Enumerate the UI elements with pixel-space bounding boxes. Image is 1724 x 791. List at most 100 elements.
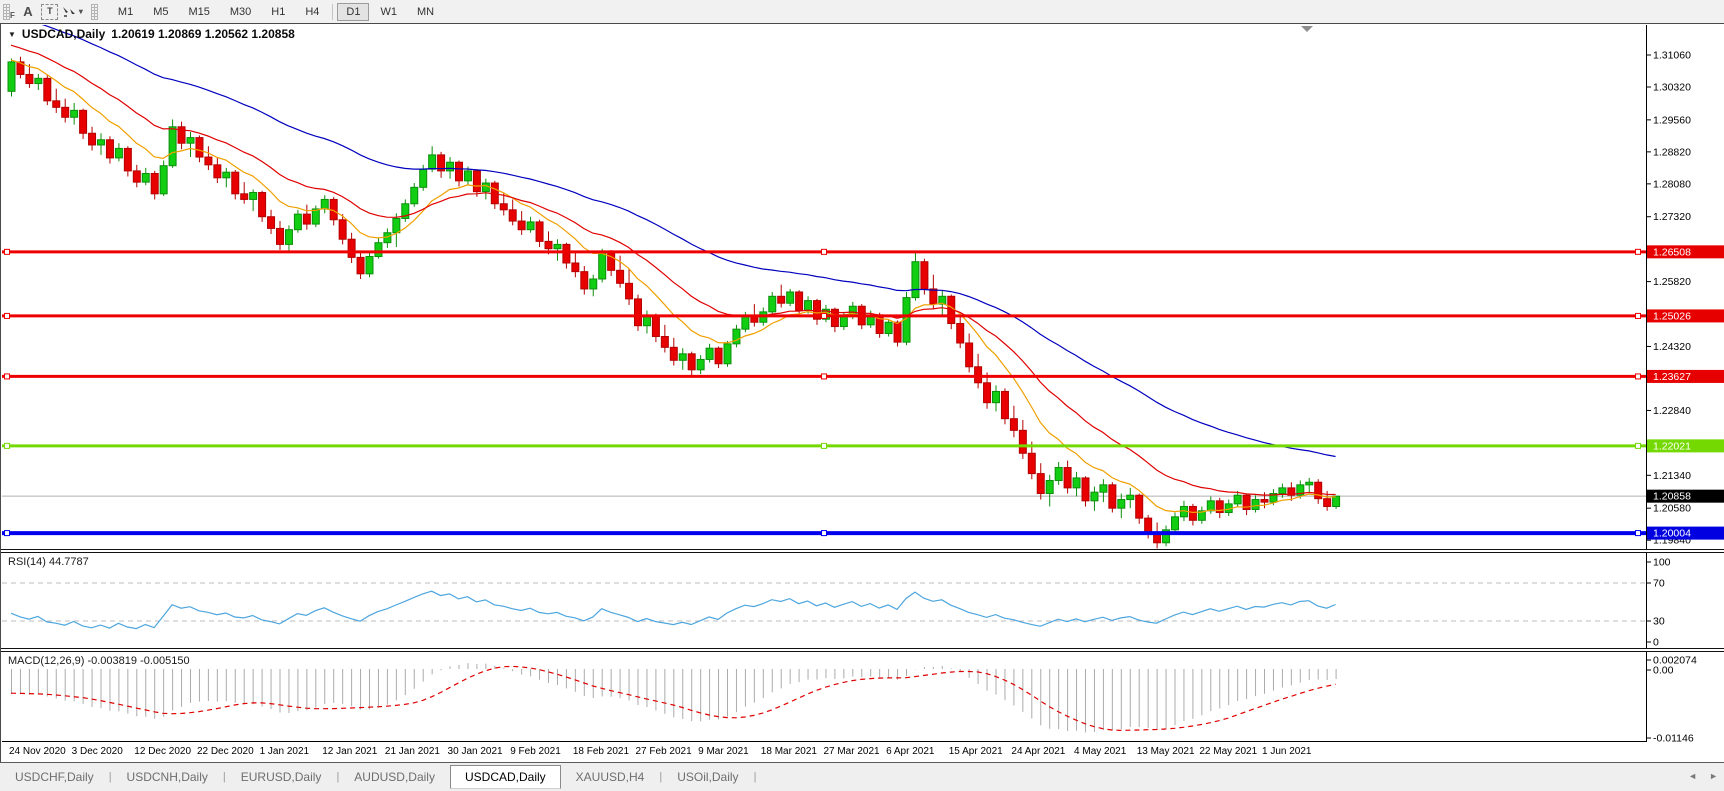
price-tag-1.26508 [1647, 245, 1724, 259]
date-label: 22 Dec 2020 [196, 746, 254, 757]
hline-handle[interactable] [821, 248, 827, 255]
price-tag-label: 1.20858 [1653, 491, 1691, 503]
date-label: 15 Apr 2021 [948, 746, 1003, 757]
timeframe-button-mn[interactable]: MN [416, 5, 435, 18]
price-tick-label: 1.25820 [1653, 276, 1691, 288]
chart-symbol-label: USDCAD,Daily [21, 27, 106, 41]
price-tick-label: 1.28080 [1653, 178, 1691, 190]
date-label: 4 May 2021 [1074, 746, 1127, 757]
chart-tab-usoil[interactable]: USOil,Daily [677, 770, 739, 784]
date-label: 9 Mar 2021 [698, 746, 749, 757]
hline-handle[interactable] [821, 373, 827, 380]
date-label: 1 Jun 2021 [1262, 746, 1312, 757]
rsi-pane[interactable]: 100 70 30 0 [1, 553, 1724, 649]
chart-tab-usdcad[interactable]: USDCAD,Daily [449, 764, 561, 789]
tab-separator: | [222, 771, 226, 783]
hline-handle[interactable] [4, 248, 10, 255]
candlesticks [7, 56, 1341, 549]
date-label: 22 May 2021 [1199, 746, 1258, 757]
date-label: 12 Dec 2020 [134, 746, 192, 757]
tabs-container: USDCHF,Daily | USDCNH,Daily | EURUSD,Daily | A… [0, 764, 756, 789]
macd-histogram [11, 663, 1337, 733]
toolbar-grip-2[interactable] [90, 3, 98, 20]
price-tick-label: 1.27320 [1653, 211, 1691, 223]
price-tick-label: 1.20580 [1653, 503, 1691, 515]
price-tick-label: 1.28820 [1653, 146, 1691, 158]
macd-tick-label: 0.002074 [1653, 655, 1697, 667]
rsi-tick-label: 70 [1653, 578, 1665, 590]
price-tag-label: 1.26508 [1653, 246, 1691, 258]
hline-handle[interactable] [4, 373, 10, 380]
tab-separator: | [659, 771, 663, 783]
hline-handle[interactable] [4, 442, 10, 449]
drawing-tools-icon[interactable]: ▾ [61, 2, 83, 22]
toolbar-grip[interactable] [3, 3, 10, 20]
symbol-dropdown-icon[interactable]: ▼ [8, 29, 16, 39]
cursor-tool-icon[interactable]: A [23, 4, 33, 19]
rsi-tick-label: 30 [1653, 616, 1665, 628]
timeframe-button-m30[interactable]: M30 [229, 5, 252, 18]
chart-tab-eurusd[interactable]: EURUSD,Daily [240, 770, 322, 784]
tab-scroll-right-icon[interactable]: ► [1709, 771, 1718, 781]
timeframe-button-w1[interactable]: W1 [380, 5, 397, 18]
price-tick-label: 1.29560 [1653, 114, 1691, 126]
hline-handle[interactable] [1635, 312, 1641, 319]
pane-splitter-2[interactable] [1, 648, 1724, 652]
hline-handle[interactable] [1635, 530, 1641, 537]
macd-tick-label: -0.01146 [1653, 733, 1694, 743]
date-label: 3 Dec 2020 [71, 746, 123, 757]
price-tick-label: 1.30320 [1653, 82, 1691, 94]
price-tag-1.23627 [1647, 369, 1724, 383]
date-label: 27 Feb 2021 [635, 746, 692, 757]
pane-splitter[interactable] [1, 549, 1724, 553]
price-tag-1.25026 [1647, 309, 1724, 323]
date-label: 30 Jan 2021 [447, 746, 503, 757]
timeframe-button-d1[interactable]: D1 [337, 2, 370, 21]
chart-tabbar: USDCHF,Daily | USDCNH,Daily | EURUSD,Daily | A… [0, 762, 1724, 791]
chart-tab-usdchf[interactable]: USDCHF,Daily [15, 770, 94, 784]
time-axis[interactable]: 24 Nov 2020 3 Dec 2020 12 Dec 2020 22 Dec 2… [1, 742, 1724, 763]
date-label: 18 Feb 2021 [572, 746, 630, 757]
price-tag-label: 1.20004 [1653, 528, 1691, 540]
timeframe-separator [332, 3, 334, 20]
chart-tab-xauusd[interactable]: XAUUSD,H4 [575, 770, 645, 784]
hline-handle[interactable] [821, 442, 827, 449]
rsi-tick-label: 0 [1653, 637, 1659, 649]
rsi-line [10, 590, 1336, 630]
date-label: 24 Apr 2021 [1011, 746, 1066, 757]
macd-indicator-label: MACD(12,26,9) -0.003819 -0.005150 [8, 655, 190, 667]
date-label: 24 Nov 2020 [9, 746, 66, 757]
tab-scroll-left-icon[interactable]: ◄ [1688, 771, 1698, 781]
chart-title: ▼ USDCAD,Daily 1.20619 1.20869 1.20562 1… [8, 27, 295, 41]
date-label: 27 Mar 2021 [823, 746, 880, 757]
timeframe-button-h4[interactable]: H4 [305, 5, 320, 18]
price-tag-label: 1.25026 [1653, 310, 1691, 322]
chart-shift-marker-icon[interactable] [1301, 26, 1313, 32]
chart-tab-audusd[interactable]: AUDUSD,Daily [354, 770, 435, 784]
arrows-glyph [62, 6, 75, 17]
date-label: 21 Jan 2021 [384, 746, 440, 757]
toolbar-grip-label: F [10, 11, 15, 20]
timeframe-button-h1[interactable]: H1 [271, 5, 286, 18]
top-toolbar: F A T ▾ M1 M5 M15 M30 H1 H4 D1 W1 MN [0, 0, 1724, 24]
hline-handle[interactable] [1635, 373, 1641, 380]
hline-handle[interactable] [4, 530, 10, 537]
timeframe-button-m15[interactable]: M15 [188, 5, 210, 18]
hline-handle[interactable] [4, 312, 10, 319]
price-tag-1.20004 [1647, 526, 1724, 540]
hline-handle[interactable] [821, 312, 827, 319]
text-tool-icon[interactable]: T [39, 2, 61, 22]
timeframe-button-m5[interactable]: M5 [153, 5, 169, 18]
price-pane[interactable]: 1.31060 1.30320 1.29560 1.28820 1.28080 1.273… [1, 25, 1724, 550]
timeframe-button-m1[interactable]: M1 [117, 5, 134, 18]
macd-tick-label: 0.00 [1653, 665, 1674, 677]
hline-handle[interactable] [1635, 248, 1641, 255]
date-label: 1 Jan 2021 [259, 746, 310, 757]
chart-tab-usdcnh[interactable]: USDCNH,Daily [126, 770, 208, 784]
rsi-indicator-label: RSI(14) 44.7787 [8, 556, 89, 568]
hline-handle[interactable] [1635, 442, 1641, 449]
ma-line-21 [10, 44, 1336, 496]
hline-handle[interactable] [821, 530, 827, 537]
